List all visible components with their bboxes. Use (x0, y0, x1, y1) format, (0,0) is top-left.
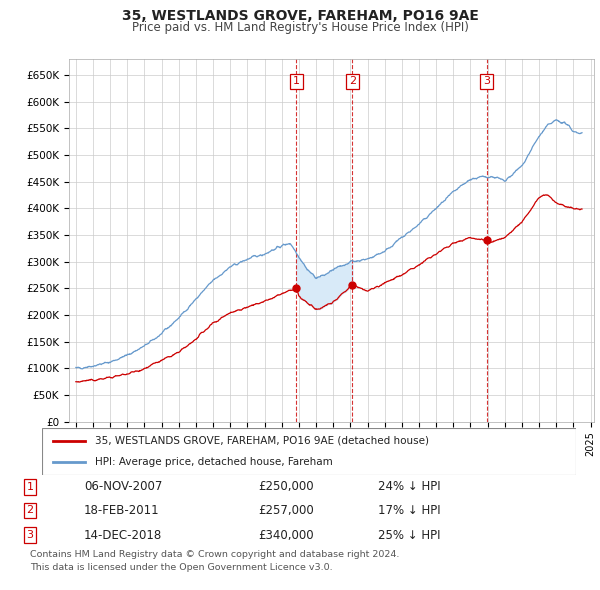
Text: HPI: Average price, detached house, Fareham: HPI: Average price, detached house, Fare… (95, 457, 333, 467)
Text: 18-FEB-2011: 18-FEB-2011 (84, 504, 160, 517)
Text: 3: 3 (26, 530, 34, 540)
Text: 1: 1 (293, 77, 300, 86)
Text: 14-DEC-2018: 14-DEC-2018 (84, 529, 162, 542)
Text: 1: 1 (26, 482, 34, 491)
Text: 35, WESTLANDS GROVE, FAREHAM, PO16 9AE (detached house): 35, WESTLANDS GROVE, FAREHAM, PO16 9AE (… (95, 436, 430, 446)
Text: 25% ↓ HPI: 25% ↓ HPI (378, 529, 440, 542)
FancyBboxPatch shape (42, 428, 576, 475)
Text: 06-NOV-2007: 06-NOV-2007 (84, 480, 163, 493)
Text: £340,000: £340,000 (258, 529, 314, 542)
Text: £250,000: £250,000 (258, 480, 314, 493)
Text: 2: 2 (26, 506, 34, 515)
Text: £257,000: £257,000 (258, 504, 314, 517)
Text: This data is licensed under the Open Government Licence v3.0.: This data is licensed under the Open Gov… (30, 563, 332, 572)
Text: Price paid vs. HM Land Registry's House Price Index (HPI): Price paid vs. HM Land Registry's House … (131, 21, 469, 34)
Text: 17% ↓ HPI: 17% ↓ HPI (378, 504, 440, 517)
Text: 3: 3 (483, 77, 490, 86)
Text: 2: 2 (349, 77, 356, 86)
Text: 35, WESTLANDS GROVE, FAREHAM, PO16 9AE: 35, WESTLANDS GROVE, FAREHAM, PO16 9AE (122, 9, 478, 23)
Text: 24% ↓ HPI: 24% ↓ HPI (378, 480, 440, 493)
Text: Contains HM Land Registry data © Crown copyright and database right 2024.: Contains HM Land Registry data © Crown c… (30, 550, 400, 559)
